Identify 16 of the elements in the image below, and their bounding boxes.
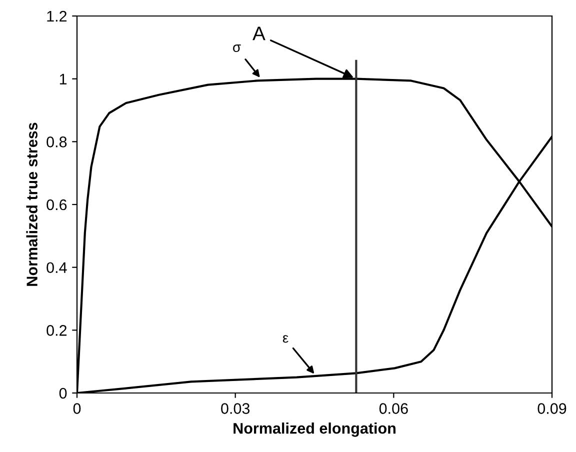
x-tick-label: 0.03 (221, 403, 250, 414)
y-tick-label: 1.2 (47, 10, 67, 22)
x-tick-label: 0 (73, 403, 81, 414)
y-tick-label: 0 (59, 388, 67, 399)
x-axis-title: Normalized elongation (234, 422, 396, 437)
annotation: ε (282, 335, 288, 343)
y-tick-label: 1 (60, 74, 67, 84)
x-tick-label: 0.09 (538, 403, 566, 414)
y-tick-label: 0.6 (46, 199, 67, 210)
y-tick-label: 0.8 (46, 136, 67, 148)
y-axis-title: Normalized true stress (26, 122, 38, 286)
annotation: σ (233, 44, 241, 52)
x-tick-label: 0.06 (379, 403, 408, 414)
y-tick-label: 0.2 (46, 325, 67, 336)
y-tick-label: 0.4 (46, 262, 67, 274)
annotation: A (252, 26, 266, 40)
